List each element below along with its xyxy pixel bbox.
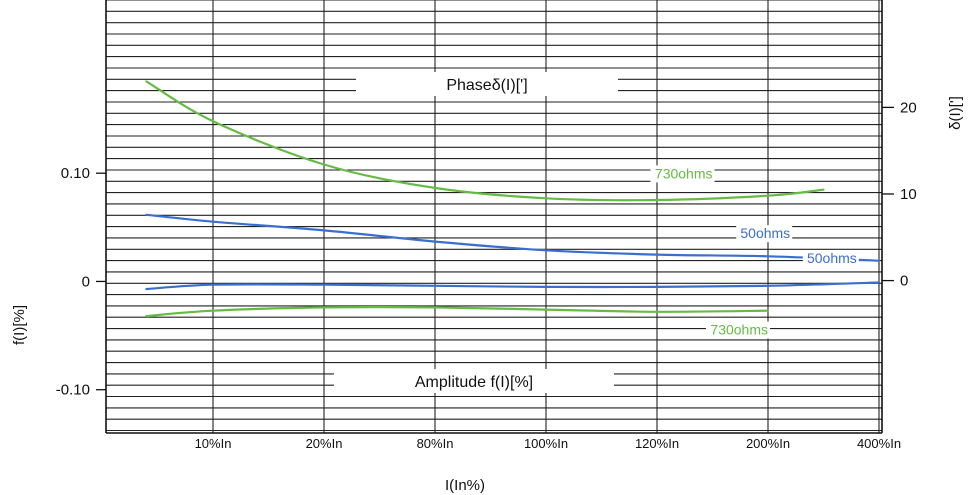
series-line-phase-730ohms [145,80,825,202]
x-ticks: 10%In 20%In 80%In 100%In 120%In 200%In 400%In [195,436,901,451]
amplitude-section-label: Amplitude f(I)[%] [415,374,533,391]
left-tick-label: 0.10 [61,165,90,182]
x-tick-label: 400%In [857,436,901,451]
right-tick-label: 0 [900,273,908,290]
series-layer [145,80,881,318]
x-tick-label: 120%In [635,436,679,451]
right-axis-ticks: 20 10 0 [882,99,917,290]
right-tick-label: 20 [900,99,917,116]
left-axis-label: f(I)[%] [11,305,28,345]
left-axis-ticks: 0.10 0 -0.10 [56,165,106,399]
series-label: 50ohms [807,250,857,266]
series-labels: 730ohms 50ohms 50ohms 730ohms [650,165,859,339]
series-line-phase-50ohms [145,213,881,262]
left-tick-label: -0.10 [56,382,90,399]
series-line-amplitude-730ohms [145,305,770,318]
right-tick-label: 10 [900,186,917,203]
label-boxes: Phaseδ(I)['] Amplitude f(I)[%] [334,72,618,393]
phase-section-label-box [356,72,618,96]
x-tick-label: 200%In [746,436,790,451]
amplitude-section-label-box [334,369,614,393]
series-label-bg [802,250,859,268]
series-line-amplitude-50ohms [145,281,881,291]
series-label-bg [650,165,715,183]
series-label-bg [736,225,793,243]
x-tick-label: 80%In [417,436,454,451]
series-label: 730ohms [655,165,713,181]
series-label-bg [706,321,770,339]
left-tick-label: 0 [82,273,90,290]
x-tick-label: 100%In [524,436,568,451]
phase-section-label: Phaseδ(I)['] [446,77,527,94]
right-axis-label: δ(I)['] [947,96,964,130]
series-label: 730ohms [710,321,768,337]
grid [105,0,883,434]
x-tick-label: 20%In [306,436,343,451]
series-label: 50ohms [740,225,790,241]
x-axis-label: I(In%) [445,477,485,494]
x-tick-label: 10%In [195,436,232,451]
